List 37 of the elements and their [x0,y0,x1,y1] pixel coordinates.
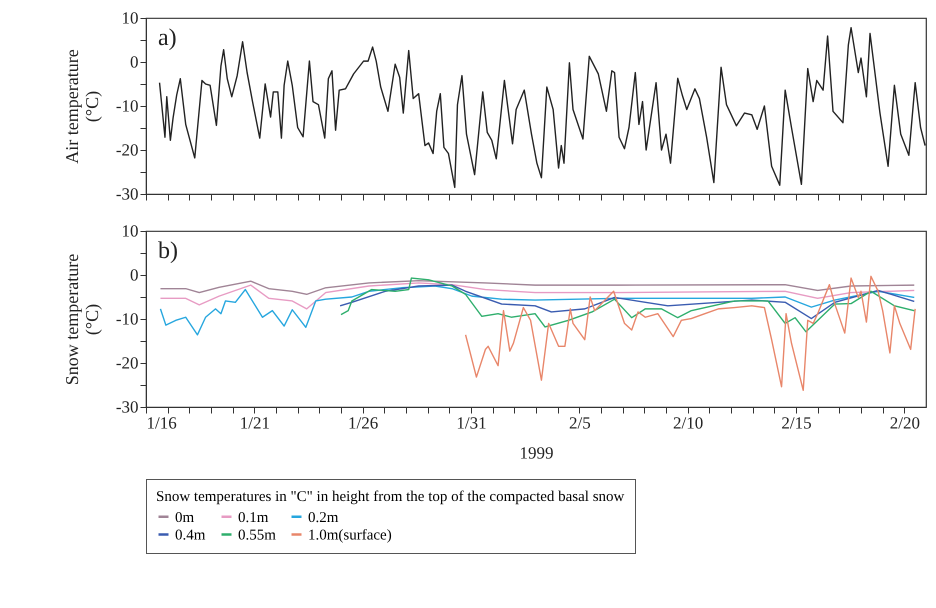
y-tick-label: -20 [116,140,138,160]
legend-title: Snow temperatures in "C" in height from the top of the compacted basal snow [156,489,625,505]
x-tick-label: 1/31 [456,414,487,432]
x-tick-label: 1/21 [240,414,270,432]
y-tick-label: -10 [116,310,138,328]
legend-label: 0.2m [308,510,339,526]
line-series [340,277,915,332]
line-series [160,282,915,310]
y-tick-label: 0 [130,52,138,72]
y-tick-label: -30 [116,398,138,416]
x-axis-title: 1999 [520,444,554,462]
legend-label: 0.55m [238,528,276,544]
y-tick-label: 10 [122,8,138,28]
x-tick-label: 2/5 [568,414,591,432]
x-tick-label: 1/16 [146,414,177,432]
y-axis-title: Snow temperature (°C) [62,254,102,386]
legend-label: 0.1m [238,510,269,526]
y-tick-label: -30 [116,184,138,204]
line-series [464,276,916,391]
y-axis-title: Air temperature (°C) [62,49,102,164]
annotation: a) [158,25,177,51]
line-series [160,280,915,296]
line-series [339,284,915,320]
line-series [160,285,915,336]
legend-label: 0m [175,510,194,526]
x-tick-label: 1/26 [348,414,378,432]
annotation: b) [158,238,178,264]
x-tick-label: 2/20 [890,414,920,432]
y-tick-label: -20 [116,354,138,372]
y-tick-label: 0 [130,266,138,284]
line-series [158,26,926,188]
legend-label: 1.0m(surface) [308,528,392,544]
y-tick-label: 10 [122,222,138,240]
x-tick-label: 2/10 [673,414,704,432]
x-tick-label: 2/15 [781,414,812,432]
y-tick-label: -10 [116,96,138,116]
legend-label: 0.4m [175,528,206,544]
